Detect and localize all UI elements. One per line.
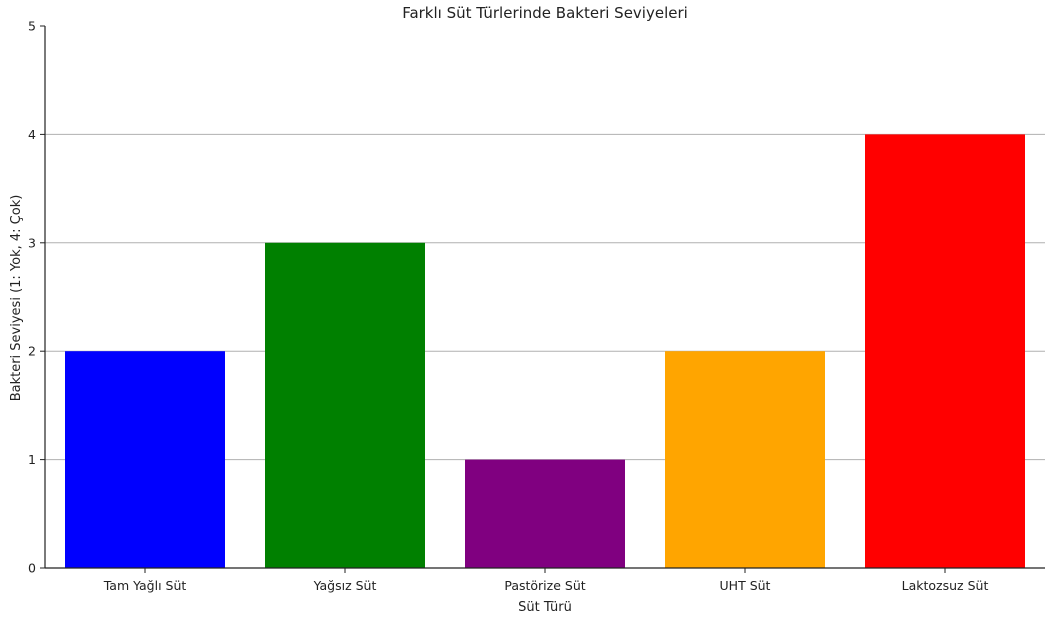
axes (44, 26, 1045, 569)
x-tick-label: UHT Süt (720, 578, 771, 593)
y-tick-label: 0 (28, 561, 36, 576)
bar (265, 242, 425, 569)
y-axis-ticks: 0 1 2 3 4 5 (28, 19, 45, 576)
y-tick-label: 4 (28, 127, 36, 142)
y-tick-label: 3 (28, 235, 36, 250)
y-axis-label: Bakteri Seviyesi (1: Yok, 4: Çok) (9, 195, 24, 402)
bar (665, 351, 825, 568)
y-tick-label: 1 (28, 452, 36, 467)
bars (65, 134, 1025, 569)
y-tick-label: 2 (28, 344, 36, 359)
x-axis-ticks: Tam Yağlı Süt Yağsız Süt Pastörize Süt UHT … (103, 568, 989, 593)
bar (465, 459, 625, 568)
y-tick-label: 5 (28, 19, 36, 34)
bar (65, 351, 225, 568)
x-axis-label: Süt Türü (518, 600, 572, 615)
x-tick-label: Laktozsuz Süt (902, 578, 989, 593)
x-tick-label: Tam Yağlı Süt (103, 578, 187, 593)
chart-title: Farklı Süt Türlerinde Bakteri Seviyeleri (402, 4, 688, 22)
bar (865, 134, 1025, 568)
x-tick-label: Yağsız Süt (313, 578, 377, 593)
x-tick-label: Pastörize Süt (504, 578, 585, 593)
